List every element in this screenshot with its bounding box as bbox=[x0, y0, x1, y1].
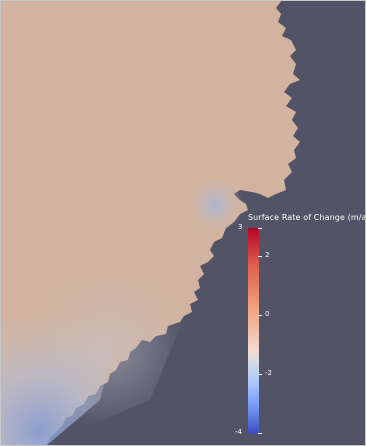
colorbar-tick-mark bbox=[258, 315, 262, 316]
colorbar-tick-2: 2 bbox=[265, 251, 270, 259]
colorbar-tick-mark bbox=[258, 256, 262, 257]
colorbar-tick-0: 0 bbox=[265, 310, 270, 318]
colorbar-tick-neg2: -2 bbox=[265, 369, 272, 377]
colorbar-tick-3: 3 bbox=[238, 223, 243, 231]
colorbar-tick-neg4: -4 bbox=[235, 428, 242, 436]
colorbar-title: Surface Rate of Change (m/a bbox=[248, 213, 366, 222]
colorbar-tick-mark bbox=[258, 433, 262, 434]
colorbar bbox=[248, 228, 259, 434]
colorbar-tick-mark bbox=[258, 228, 262, 229]
colorbar-tick-mark bbox=[258, 374, 262, 375]
